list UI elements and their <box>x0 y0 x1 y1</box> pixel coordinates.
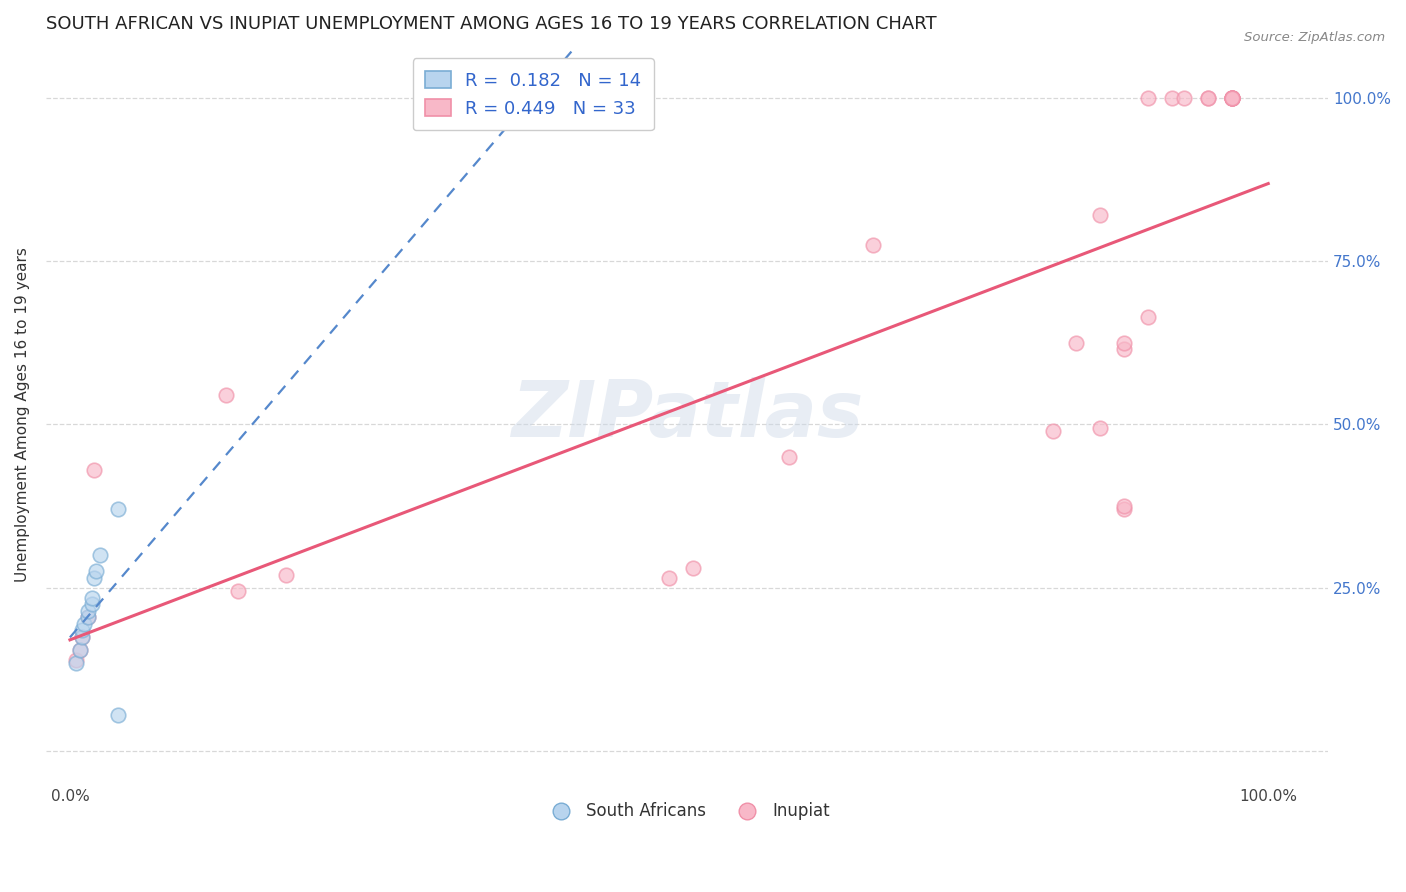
Point <box>77 610 100 624</box>
Point <box>70 630 93 644</box>
Text: SOUTH AFRICAN VS INUPIAT UNEMPLOYMENT AMONG AGES 16 TO 19 YEARS CORRELATION CHAR: SOUTH AFRICAN VS INUPIAT UNEMPLOYMENT AM… <box>46 15 936 33</box>
Point <box>1114 502 1136 516</box>
Point <box>1137 91 1160 105</box>
Point <box>1114 335 1136 350</box>
Point <box>1161 91 1184 105</box>
Point <box>89 548 111 562</box>
Point <box>65 656 87 670</box>
Point <box>862 238 884 252</box>
Point <box>1220 91 1243 105</box>
Point <box>1220 91 1243 105</box>
Point <box>682 561 704 575</box>
Point <box>1090 209 1112 223</box>
Point <box>1090 421 1112 435</box>
Point <box>1220 91 1243 105</box>
Point <box>107 502 129 516</box>
Point <box>274 567 297 582</box>
Point <box>77 604 100 618</box>
Point <box>107 708 129 723</box>
Point <box>80 591 103 605</box>
Point <box>1114 499 1136 513</box>
Point <box>77 610 100 624</box>
Point <box>1173 91 1195 105</box>
Point <box>65 653 87 667</box>
Point <box>73 616 96 631</box>
Point <box>658 571 681 585</box>
Y-axis label: Unemployment Among Ages 16 to 19 years: Unemployment Among Ages 16 to 19 years <box>15 247 30 582</box>
Point <box>70 630 93 644</box>
Point <box>1042 424 1064 438</box>
Point <box>1220 91 1243 105</box>
Point <box>226 584 249 599</box>
Point <box>69 643 91 657</box>
Point <box>1220 91 1243 105</box>
Point <box>1197 91 1219 105</box>
Point <box>1220 91 1243 105</box>
Point <box>83 571 105 585</box>
Legend: South Africans, Inupiat: South Africans, Inupiat <box>537 796 837 827</box>
Point <box>1137 310 1160 324</box>
Text: ZIPatlas: ZIPatlas <box>510 376 863 453</box>
Point <box>1114 343 1136 357</box>
Point <box>1220 91 1243 105</box>
Point <box>70 624 93 638</box>
Text: Source: ZipAtlas.com: Source: ZipAtlas.com <box>1244 31 1385 45</box>
Point <box>778 450 800 465</box>
Point <box>215 388 238 402</box>
Point <box>1197 91 1219 105</box>
Point <box>69 643 91 657</box>
Point <box>1066 335 1088 350</box>
Point <box>80 597 103 611</box>
Point <box>83 463 105 477</box>
Point <box>84 565 107 579</box>
